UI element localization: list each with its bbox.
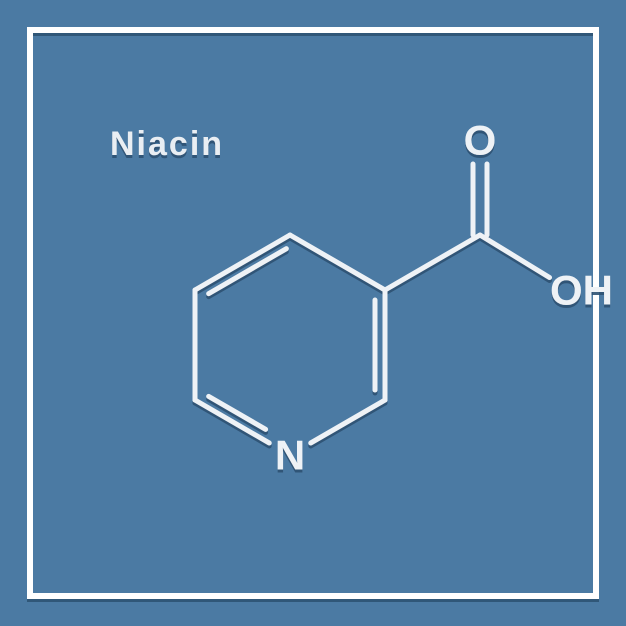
diagram-canvas: Niacin N O OH [0, 0, 626, 626]
compound-title: Niacin [110, 125, 224, 163]
atom-label-o: O [464, 117, 497, 164]
chemical-structure-svg: Niacin N O OH [0, 0, 626, 626]
atom-label-oh: OH [550, 267, 613, 314]
atom-label-n: N [275, 432, 305, 479]
background [0, 0, 626, 626]
